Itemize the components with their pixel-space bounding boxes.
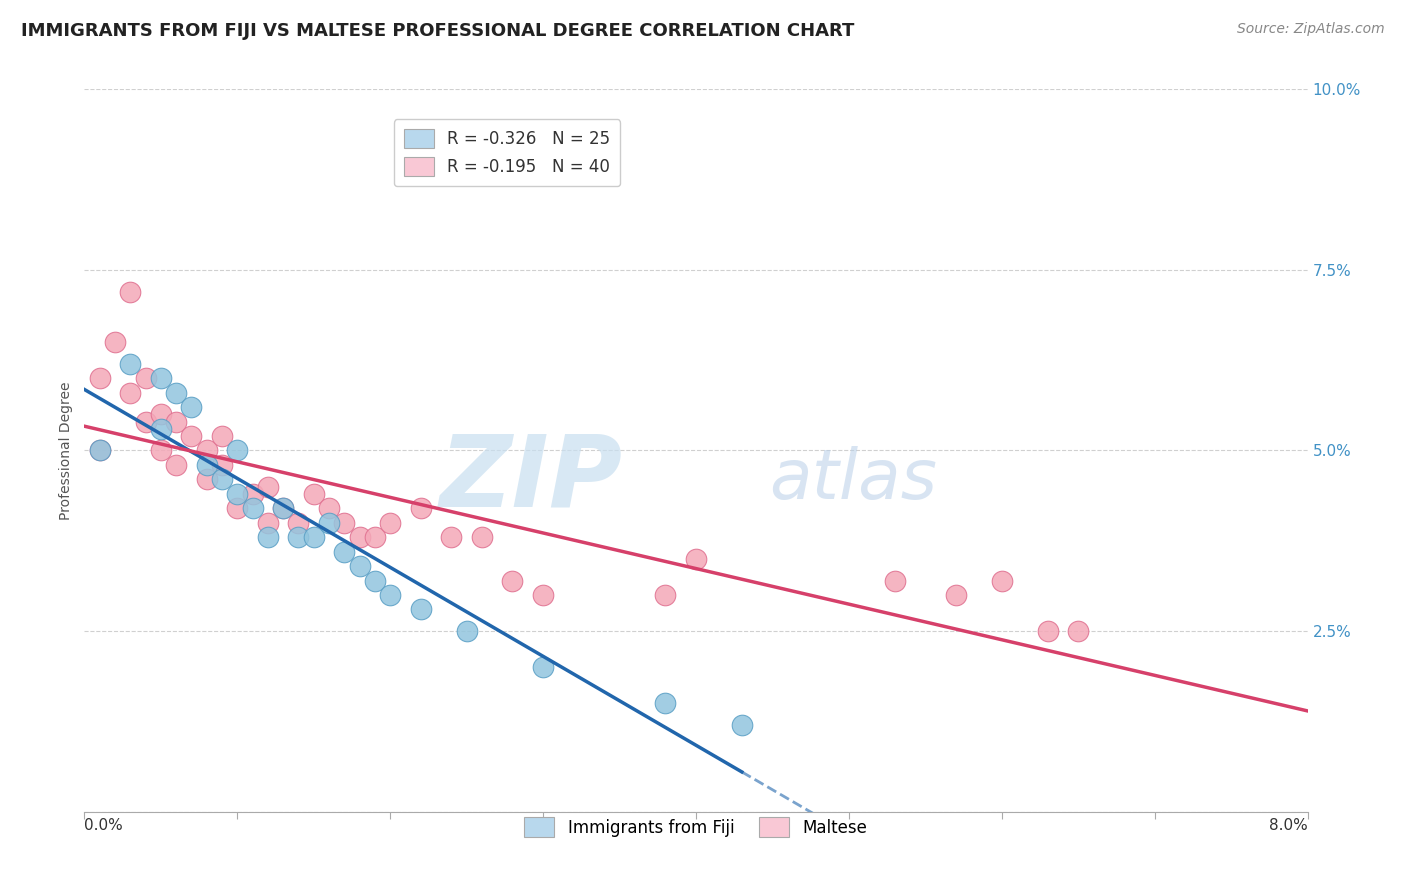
Point [502, 574, 524, 588]
Point [180, 400, 202, 414]
Point [242, 501, 264, 516]
Text: IMMIGRANTS FROM FIJI VS MALTESE PROFESSIONAL DEGREE CORRELATION CHART: IMMIGRANTS FROM FIJI VS MALTESE PROFESSI… [21, 22, 855, 40]
Point [287, 516, 309, 530]
Point [271, 501, 294, 516]
Point [104, 334, 127, 349]
Point [349, 559, 371, 574]
Point [471, 530, 494, 544]
Text: 0.0%: 0.0% [84, 817, 124, 832]
Point [226, 487, 249, 501]
Point [211, 458, 233, 472]
Point [380, 588, 402, 602]
Point [120, 385, 142, 400]
Legend: Immigrants from Fiji, Maltese: Immigrants from Fiji, Maltese [515, 807, 877, 847]
Point [149, 371, 172, 385]
Point [257, 480, 280, 494]
Point [1036, 624, 1059, 639]
Point [945, 588, 967, 602]
Point [318, 516, 340, 530]
Point [211, 472, 233, 486]
Point [318, 501, 340, 516]
Point [409, 602, 432, 616]
Point [1067, 624, 1090, 639]
Point [257, 530, 280, 544]
Point [120, 285, 142, 299]
Point [991, 574, 1014, 588]
Point [456, 624, 478, 639]
Point [654, 697, 676, 711]
Point [257, 516, 280, 530]
Point [149, 443, 172, 458]
Point [149, 422, 172, 436]
Point [654, 588, 676, 602]
Point [531, 588, 554, 602]
Point [440, 530, 463, 544]
Text: atlas: atlas [769, 446, 938, 513]
Point [531, 660, 554, 674]
Text: 8.0%: 8.0% [1268, 817, 1308, 832]
Point [333, 544, 356, 558]
Point [211, 429, 233, 443]
Point [226, 443, 249, 458]
Point [165, 458, 187, 472]
Point [883, 574, 905, 588]
Point [271, 501, 294, 516]
Point [302, 530, 325, 544]
Point [195, 458, 218, 472]
Point [364, 530, 387, 544]
Point [226, 501, 249, 516]
Y-axis label: Professional Degree: Professional Degree [59, 381, 73, 520]
Point [149, 407, 172, 422]
Point [165, 415, 187, 429]
Point [409, 501, 432, 516]
Point [685, 551, 707, 566]
Point [333, 516, 356, 530]
Point [165, 385, 187, 400]
Point [731, 718, 754, 732]
Point [89, 443, 111, 458]
Point [120, 357, 142, 371]
Text: Source: ZipAtlas.com: Source: ZipAtlas.com [1237, 22, 1385, 37]
Point [302, 487, 325, 501]
Point [89, 443, 111, 458]
Point [364, 574, 387, 588]
Point [180, 429, 202, 443]
Point [195, 472, 218, 486]
Point [349, 530, 371, 544]
Point [195, 443, 218, 458]
Point [380, 516, 402, 530]
Point [89, 371, 111, 385]
Text: ZIP: ZIP [440, 431, 623, 528]
Point [287, 530, 309, 544]
Point [135, 415, 157, 429]
Point [135, 371, 157, 385]
Point [242, 487, 264, 501]
